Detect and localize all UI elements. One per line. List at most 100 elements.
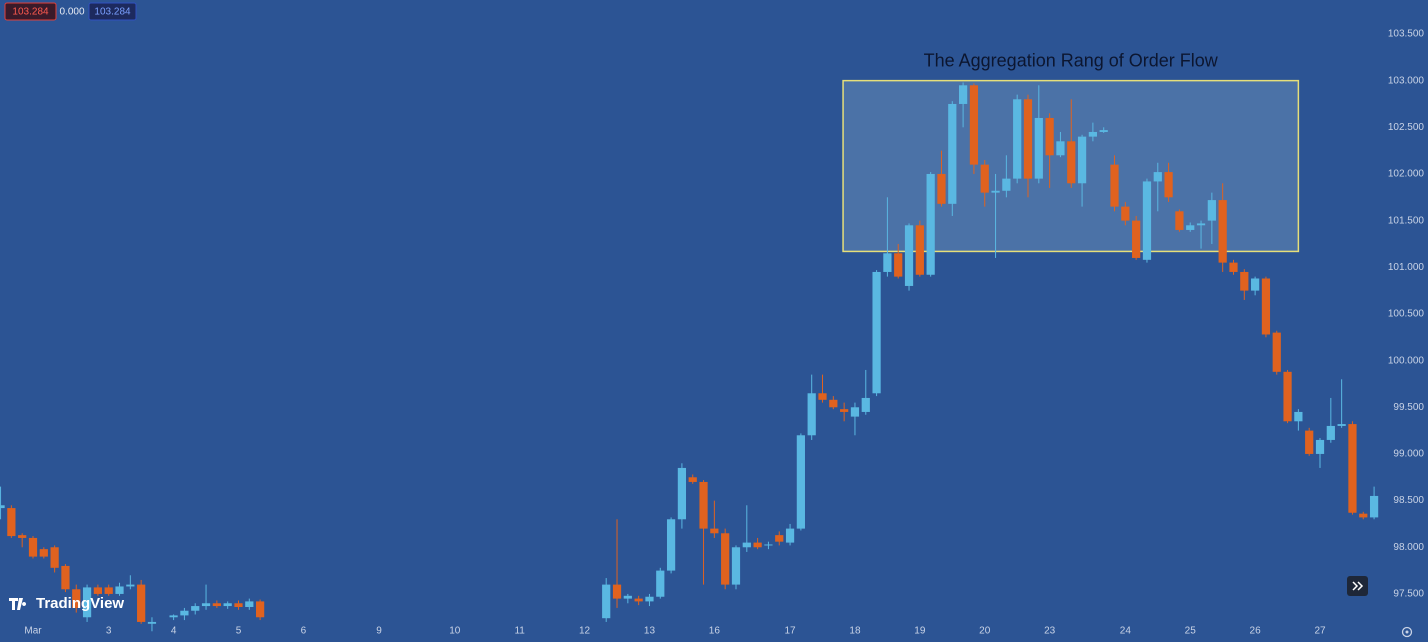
candle-body — [1099, 130, 1108, 132]
header-price: 103.284 — [94, 7, 131, 18]
candle-body — [688, 477, 697, 482]
candle-body — [656, 570, 665, 597]
x-tick-label: Mar — [24, 626, 42, 637]
candle-body — [850, 407, 860, 417]
candle-body — [137, 584, 146, 622]
candle-body — [1153, 172, 1162, 182]
candle-body — [1240, 271, 1249, 291]
candle-body — [1359, 513, 1368, 518]
candle-body — [883, 253, 892, 272]
candle-body — [991, 190, 1000, 193]
candle-body — [1056, 141, 1065, 156]
candle-body — [796, 435, 805, 529]
candle-body — [1186, 225, 1195, 230]
candle-body — [1132, 220, 1141, 258]
candle-body — [1283, 371, 1292, 422]
plot-area: The Aggregation Rang of Order Flow — [0, 50, 1379, 632]
x-tick-label: 17 — [784, 626, 796, 637]
y-tick-label: 101.500 — [1388, 215, 1425, 226]
y-tick-label: 97.500 — [1393, 589, 1424, 600]
x-tick-label: 26 — [1250, 626, 1262, 637]
header-box-last — [4, 2, 57, 21]
candle-body — [147, 621, 157, 624]
x-tick-label: 24 — [1120, 626, 1132, 637]
candle-body — [245, 601, 254, 608]
y-tick-label: 102.500 — [1388, 122, 1425, 133]
candle-body — [28, 537, 38, 557]
x-tick-label: 4 — [171, 626, 177, 637]
candle-body — [1013, 99, 1022, 179]
candle-body — [1142, 181, 1152, 260]
candle-body — [1294, 411, 1303, 422]
candle-body — [1110, 164, 1119, 207]
candle-body — [180, 610, 189, 616]
candle-body — [666, 519, 676, 571]
x-tick-label: 19 — [914, 626, 926, 637]
candle-body — [894, 253, 903, 277]
candle-body — [742, 542, 751, 548]
candle-body — [818, 393, 827, 400]
candle-body — [969, 85, 979, 165]
x-tick-label: 11 — [514, 626, 525, 637]
y-tick-label: 99.000 — [1393, 449, 1424, 460]
candle-body — [39, 549, 48, 557]
candle-body — [72, 589, 81, 608]
candle-body — [1218, 200, 1227, 263]
candle-body — [872, 271, 881, 394]
candle-body — [126, 584, 135, 587]
candle-body — [234, 603, 243, 608]
candle-body — [1348, 424, 1357, 513]
candle-body — [710, 528, 719, 534]
candle-body — [612, 584, 622, 599]
y-tick-label: 98.500 — [1393, 495, 1424, 506]
candle-body — [115, 586, 124, 594]
candle-body — [775, 535, 784, 542]
y-tick-label: 103.000 — [1388, 75, 1425, 86]
y-tick-label: 98.000 — [1393, 542, 1424, 553]
candle-body — [1023, 99, 1033, 179]
candle-body — [1175, 211, 1184, 230]
candle-body — [1164, 172, 1173, 198]
x-tick-label: 18 — [849, 626, 861, 637]
y-tick-label: 102.000 — [1388, 169, 1425, 180]
candle-body — [18, 535, 27, 538]
candle-body — [104, 587, 113, 594]
candle-body — [1229, 262, 1238, 272]
candle-body — [61, 565, 70, 590]
y-tick-label: 103.500 — [1388, 29, 1425, 40]
candle-body — [1034, 117, 1043, 179]
candle-body — [1261, 278, 1271, 335]
candle-body — [937, 173, 946, 204]
header-last: 103.284 — [12, 7, 49, 18]
scroll-icon — [1352, 581, 1364, 591]
settings-icon[interactable] — [1401, 626, 1413, 638]
candle-body — [93, 587, 102, 594]
candle-body — [948, 103, 957, 204]
candle-body — [623, 595, 632, 599]
candle-body — [1272, 332, 1281, 372]
candle-body — [677, 467, 687, 520]
candle-body — [958, 85, 968, 104]
annotation-text: The Aggregation Rang of Order Flow — [924, 50, 1219, 70]
candle-body — [840, 409, 849, 412]
candle-body — [1196, 223, 1206, 226]
candle-body — [1077, 136, 1087, 184]
x-tick-label: 13 — [644, 626, 656, 637]
candle-body — [829, 399, 838, 408]
candle-body — [1305, 430, 1314, 454]
candle-body — [1207, 200, 1216, 221]
candle-body — [1337, 424, 1346, 426]
candle-body — [753, 542, 762, 548]
brand-name: TradingView — [36, 595, 124, 612]
x-tick-label: 25 — [1185, 626, 1197, 637]
candle-body — [201, 603, 211, 607]
y-tick-label: 101.000 — [1388, 262, 1425, 273]
candle-body — [980, 164, 989, 193]
brand-logo — [9, 598, 27, 610]
y-tick-label: 100.000 — [1388, 355, 1425, 366]
candle-body — [1067, 141, 1076, 184]
candle-body — [1251, 278, 1260, 291]
candle-body — [212, 603, 221, 607]
candle-body — [1002, 178, 1011, 191]
